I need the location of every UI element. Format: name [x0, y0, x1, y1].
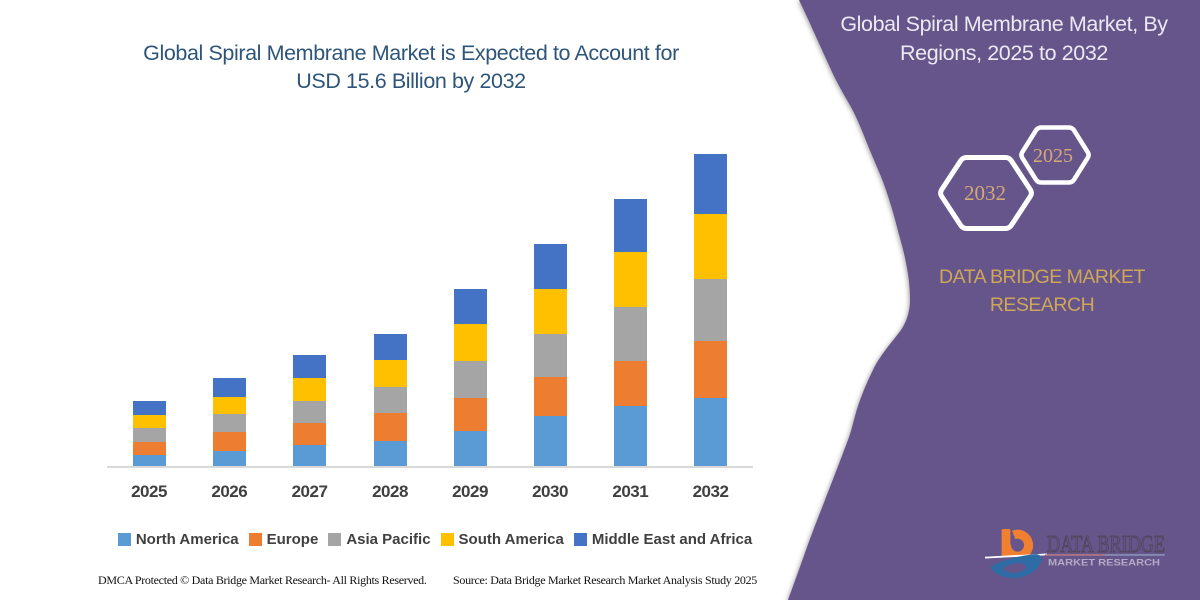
svg-text:DATA BRIDGE: DATA BRIDGE	[1047, 532, 1165, 558]
svg-text:MARKET RESEARCH: MARKET RESEARCH	[1048, 558, 1160, 568]
